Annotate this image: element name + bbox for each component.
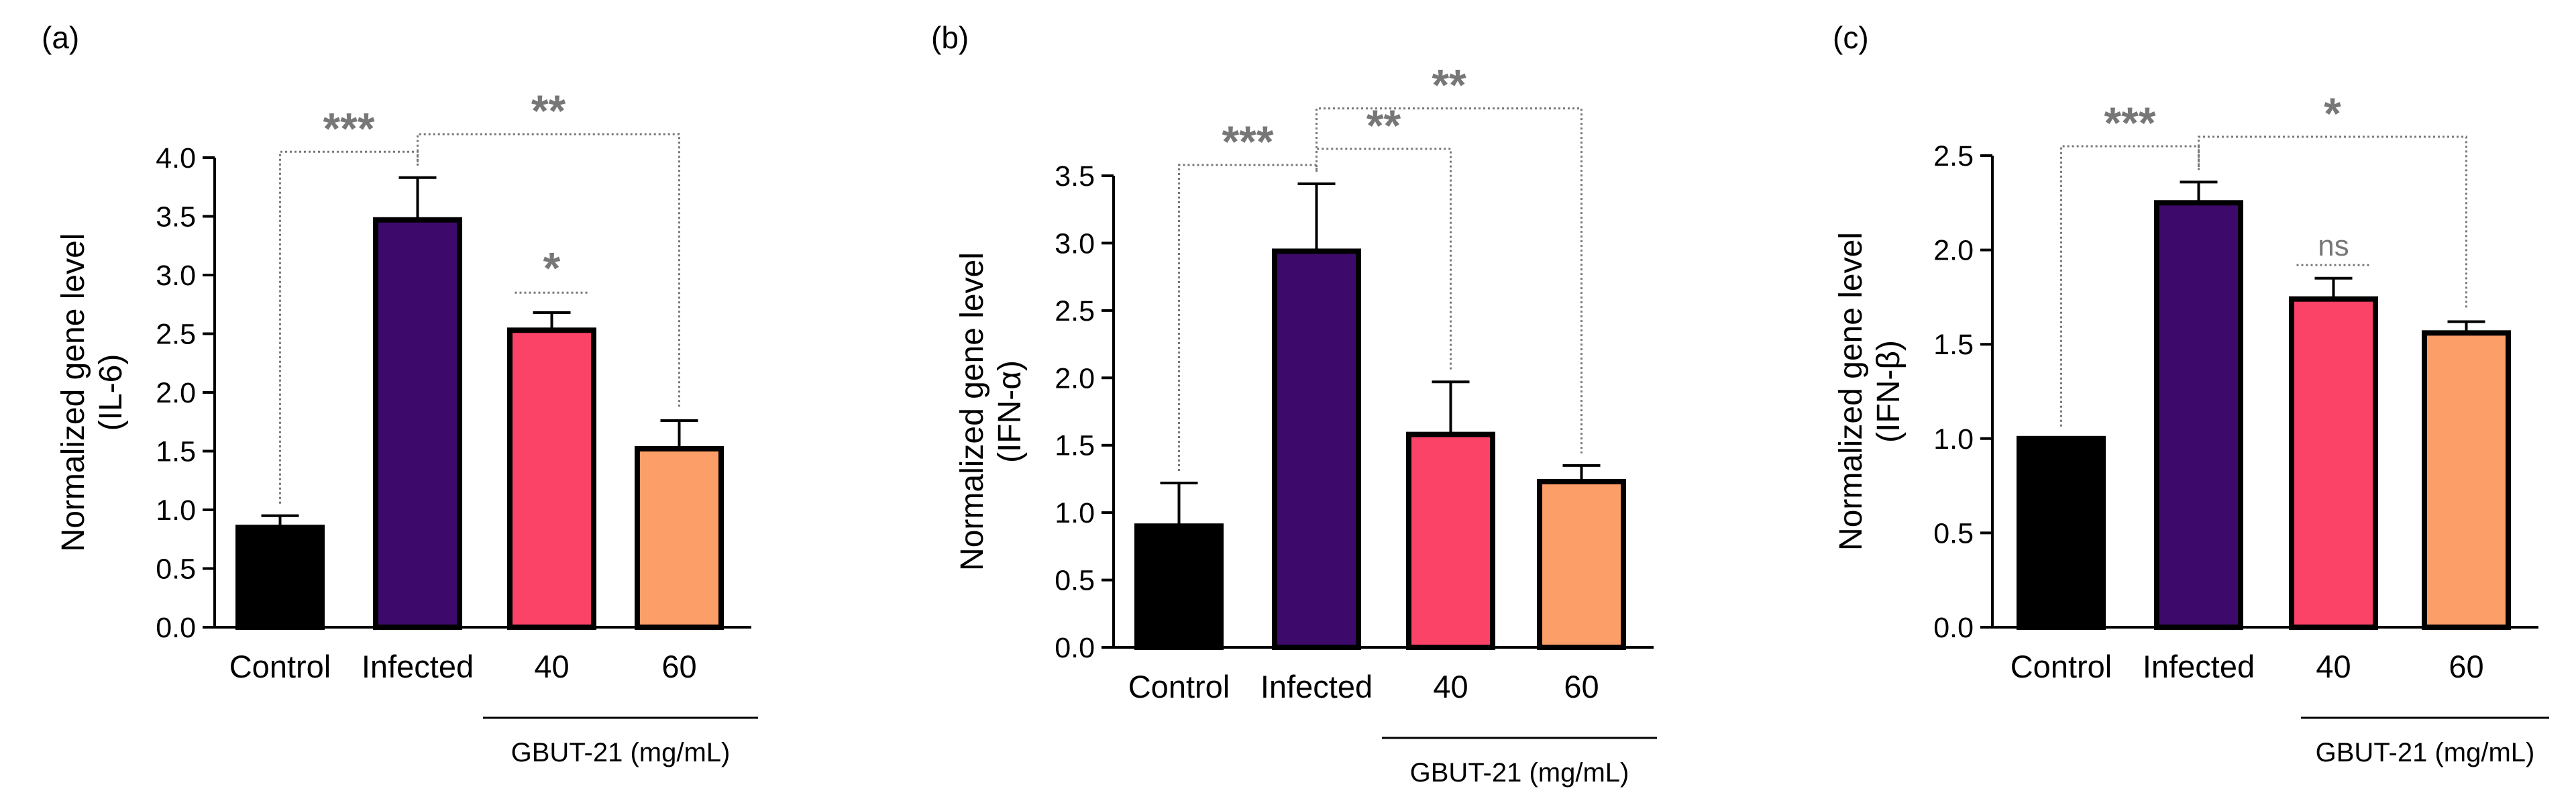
y-axis-label: Normalized gene level (IFN-β) <box>1833 232 1907 551</box>
significance-annotation: *** <box>1178 117 1318 471</box>
significance-label: ns <box>2318 229 2349 262</box>
bar-60 <box>635 446 724 630</box>
x-tick-label-40: 40 <box>1433 669 1468 704</box>
significance-label: *** <box>1222 117 1273 166</box>
y-tick-label: 1.5 <box>1055 430 1095 462</box>
y-axis-label-line1: Normalized gene level <box>56 233 91 552</box>
significance-bracket <box>1316 148 1452 370</box>
significance-label: ** <box>1432 60 1466 110</box>
y-axis-label-line2: (IL-6) <box>93 354 129 431</box>
y-tick-label: 0.0 <box>156 612 196 644</box>
y-tick-label: 1.0 <box>1933 423 1974 455</box>
significance-bracket <box>417 133 680 409</box>
y-axis-label-line2: (IFN-α) <box>992 360 1028 463</box>
y-axis-label-line1: Normalized gene level <box>1833 232 1869 551</box>
panel-label: (b) <box>931 20 969 55</box>
y-tick-label: 1.0 <box>156 494 196 527</box>
group-label: GBUT-21 (mg/mL) <box>1410 758 1629 788</box>
significance-label: *** <box>2104 98 2155 148</box>
y-tick-label: 1.5 <box>1933 329 1974 361</box>
y-axis-label: Normalized gene level (IFN-α) <box>955 252 1028 571</box>
x-tick-label-control: Control <box>2010 649 2112 684</box>
significance-label: * <box>2324 89 2341 138</box>
x-tick-label-control: Control <box>229 649 331 684</box>
y-axis-label-line1: Normalized gene level <box>955 252 990 571</box>
group-label: GBUT-21 (mg/mL) <box>2316 738 2535 767</box>
significance-label: * <box>543 243 561 292</box>
significance-annotation: * <box>2198 89 2467 310</box>
y-tick-label: 2.0 <box>1933 235 1974 267</box>
y-axis-label: Normalized gene level (IL-6) <box>56 233 129 552</box>
y-tick-label: 2.5 <box>1933 140 1974 172</box>
bar-infected <box>373 217 462 630</box>
x-tick-label-infected: Infected <box>362 649 474 684</box>
y-tick-label: 2.0 <box>156 377 196 409</box>
y-tick-label: 3.0 <box>156 260 196 292</box>
y-tick-label: 1.5 <box>156 436 196 468</box>
x-tick-label-40: 40 <box>534 649 569 684</box>
bar-infected <box>1272 248 1361 651</box>
bar-40 <box>2289 296 2378 630</box>
y-tick-label: 3.5 <box>156 201 196 233</box>
bar-infected <box>2154 200 2243 630</box>
group-label: GBUT-21 (mg/mL) <box>511 738 731 767</box>
y-tick-label: 4.0 <box>156 142 196 174</box>
bar-40 <box>1406 431 1495 650</box>
y-tick-label: 1.0 <box>1055 497 1095 529</box>
y-axis-label-line2: (IFN-β) <box>1871 340 1907 443</box>
bar-60 <box>1537 478 1626 651</box>
significance-label: *** <box>323 103 374 153</box>
significance-annotation: *** <box>2060 98 2200 427</box>
y-tick-label: 2.0 <box>1055 362 1095 394</box>
y-tick-label: 0.0 <box>1055 632 1095 664</box>
y-tick-label: 0.5 <box>156 553 196 586</box>
x-tick-label-60: 60 <box>1564 669 1599 704</box>
panel-label: (a) <box>42 20 79 55</box>
y-tick-label: 0.5 <box>1055 565 1095 597</box>
x-tick-label-60: 60 <box>2449 649 2483 684</box>
panel-a: (a) Normalized gene level (IL-6) 0.0 0.5 1.0 1… <box>42 20 758 767</box>
bar-60 <box>2422 330 2511 630</box>
significance-label: ** <box>531 86 566 136</box>
x-tick-label-40: 40 <box>2316 649 2351 684</box>
y-tick-label: 3.0 <box>1055 227 1095 260</box>
y-tick-label: 0.0 <box>1933 612 1974 644</box>
bar-control <box>235 525 325 630</box>
panel-c: (c) Normalized gene level (IFN-β) 0.0 0.5 1.0… <box>1833 20 2549 767</box>
significance-annotation: ** <box>417 86 680 409</box>
x-tick-label-infected: Infected <box>1260 669 1373 704</box>
bar-40 <box>507 327 596 630</box>
x-tick-label-control: Control <box>1128 669 1230 704</box>
significance-annotation: ** <box>1316 60 1582 453</box>
x-tick-label-infected: Infected <box>2143 649 2255 684</box>
bar-control <box>1134 523 1224 650</box>
significance-annotation: ns <box>2296 229 2371 266</box>
y-tick-label: 3.5 <box>1055 160 1095 193</box>
y-tick-label: 2.5 <box>156 319 196 351</box>
significance-annotation: * <box>515 243 589 294</box>
panel-label: (c) <box>1833 20 1869 55</box>
significance-annotation: *** <box>279 103 419 504</box>
panel-b: (b) Normalized gene level (IFN-α) 0.0 0.5 1.0… <box>931 20 1657 788</box>
significance-bracket <box>2060 145 2200 427</box>
x-tick-label-60: 60 <box>661 649 696 684</box>
significance-bracket <box>1178 164 1318 471</box>
y-tick-label: 2.5 <box>1055 295 1095 327</box>
bar-control <box>2017 435 2106 630</box>
y-tick-label: 0.5 <box>1933 517 1974 549</box>
